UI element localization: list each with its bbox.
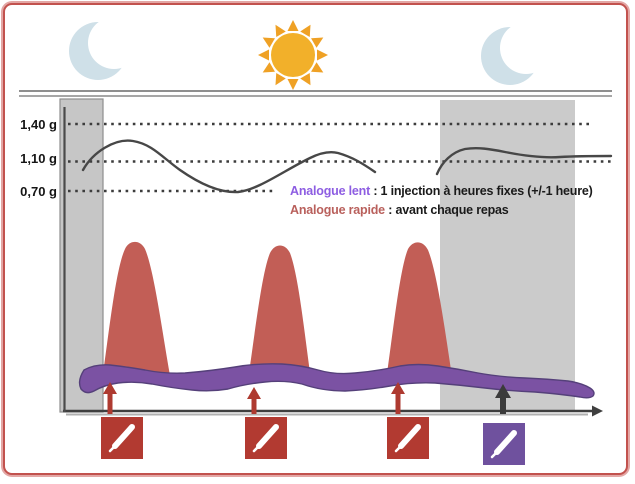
moon-icon [69, 18, 134, 80]
moon-icon [481, 23, 546, 85]
bolus-peak-2 [249, 245, 310, 373]
injection-arrows [103, 382, 511, 414]
legend: Analogue lent : 1 injection à heures fix… [290, 182, 593, 220]
night-zone-left [59, 98, 104, 413]
rapid-injection-arrow-3 [391, 382, 405, 414]
y-label-140: 1,40 g [20, 117, 57, 132]
bolus-peak-3 [387, 242, 452, 376]
sun-disc [271, 33, 315, 77]
basal-band [78, 363, 595, 399]
day-strip-separator [19, 90, 612, 97]
injection-pen-icon [108, 424, 135, 453]
rapid-pen-box-2 [245, 417, 287, 459]
y-label-070: 0,70 g [20, 184, 57, 199]
rapid-injection-arrow-1 [103, 382, 117, 414]
x-axis-arrowhead [592, 405, 603, 417]
bolus-peak-1 [103, 241, 170, 375]
rapid-pen-box-3 [387, 417, 429, 459]
injection-pen-icon [394, 424, 421, 453]
moon-cutout [88, 18, 134, 69]
rapid-injection-arrow-2 [247, 387, 261, 414]
glucose-curve [81, 139, 613, 194]
legend-line-slow: Analogue lent : 1 injection à heures fix… [290, 182, 593, 201]
glucose-curve-day [81, 139, 377, 194]
legend-term-rapid: Analogue rapide [290, 203, 385, 217]
slow-injection-arrow [495, 384, 511, 414]
injection-pen-icon [252, 424, 279, 453]
glucose-curve-night [435, 147, 613, 176]
bolus-peaks [103, 241, 452, 376]
legend-term-slow: Analogue lent [290, 184, 371, 198]
sun-icon [258, 20, 328, 90]
legend-desc-slow: : 1 injection à heures fixes (+/-1 heure… [370, 184, 593, 198]
rapid-pen-box-1 [101, 417, 143, 459]
legend-desc-rapid: : avant chaque repas [384, 203, 509, 217]
y-label-110: 1,10 g [20, 151, 57, 166]
injection-pen-icon [490, 430, 517, 459]
night-zone-right [440, 100, 575, 411]
moon-cutout [500, 23, 546, 74]
slow-pen-box [483, 423, 525, 465]
legend-line-rapid: Analogue rapide : avant chaque repas [290, 201, 593, 220]
